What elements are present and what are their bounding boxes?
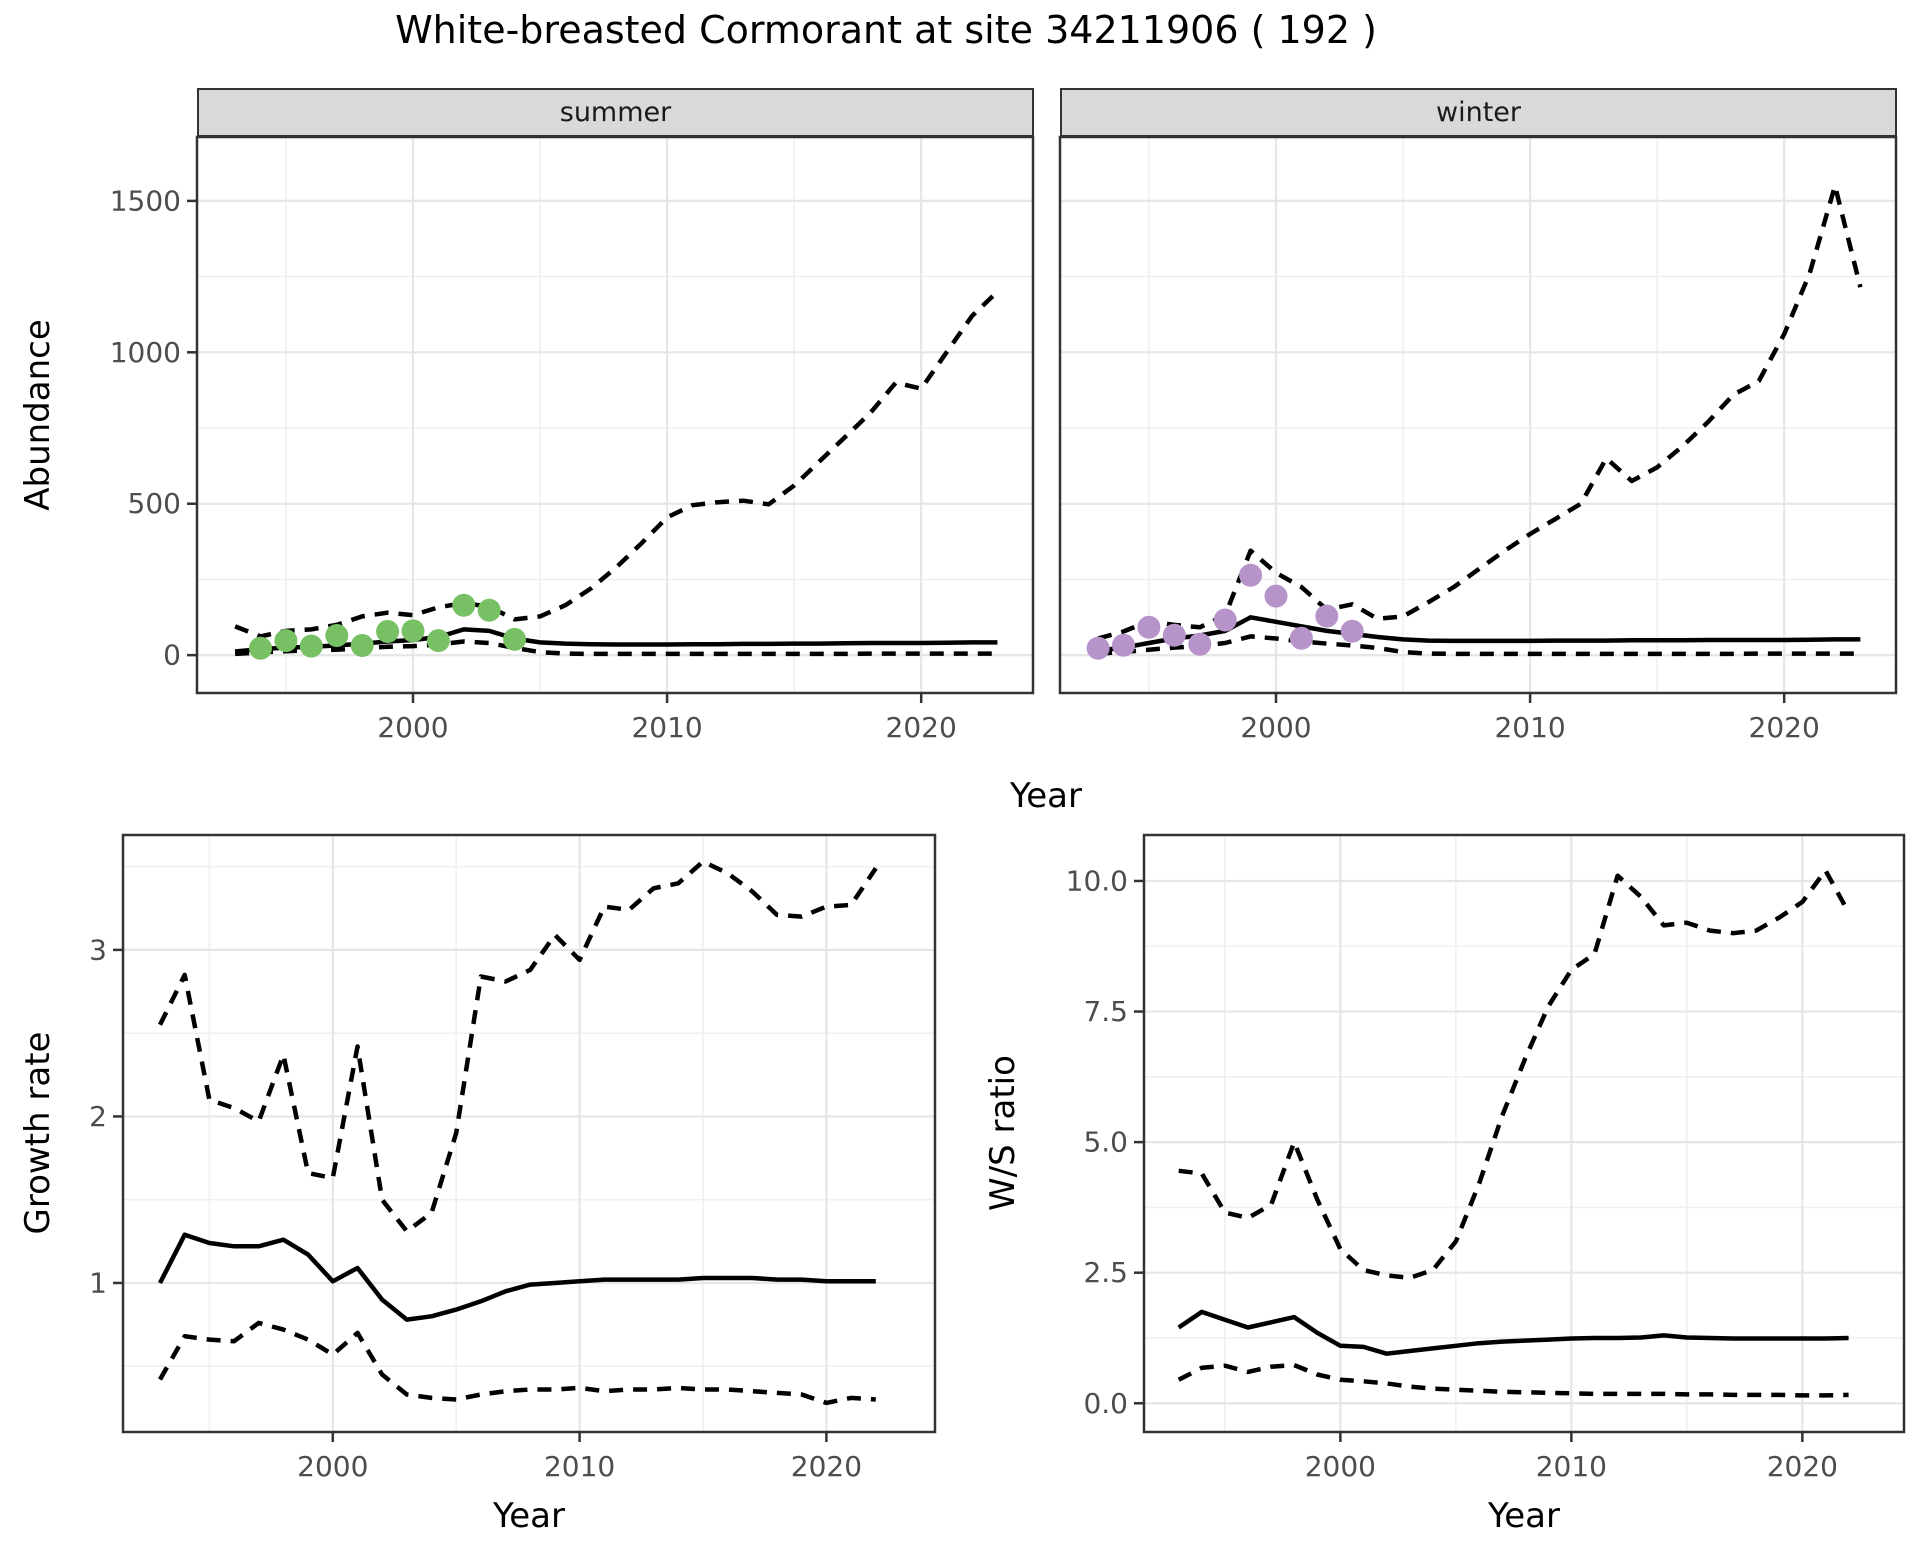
x-tick-label: 2000 bbox=[1305, 1450, 1376, 1483]
median-line bbox=[1177, 1309, 1849, 1356]
facet-strip-winter: winter bbox=[1060, 88, 1897, 137]
y-tick-label: 1000 bbox=[110, 336, 181, 369]
panel-background bbox=[123, 835, 935, 1432]
panel-border bbox=[1142, 833, 1906, 1434]
observed-point bbox=[1112, 633, 1135, 657]
y-tick-label: 1500 bbox=[110, 184, 181, 217]
observed-point bbox=[477, 598, 501, 622]
x-tick-label: 2020 bbox=[1767, 1450, 1838, 1483]
x-tick-label: 2010 bbox=[1536, 1450, 1607, 1483]
panel-background bbox=[1060, 137, 1896, 693]
observed-point bbox=[1162, 623, 1186, 647]
y-tick-label: 0 bbox=[163, 639, 181, 672]
x-tick-label: 2000 bbox=[297, 1450, 368, 1483]
observed-point bbox=[1264, 584, 1288, 608]
upper_95ci-line bbox=[157, 859, 878, 1234]
upper_95ci-line bbox=[234, 290, 999, 639]
facet-strip-winter-label: winter bbox=[1436, 97, 1521, 128]
observed-point bbox=[376, 620, 400, 643]
x-tick-label: 2010 bbox=[544, 1450, 615, 1483]
observed-point bbox=[274, 629, 298, 653]
observed-point bbox=[426, 629, 450, 653]
y-tick-label: 2.5 bbox=[1083, 1256, 1128, 1289]
observed-point bbox=[1188, 632, 1212, 656]
x-tick-label: 2010 bbox=[631, 711, 702, 744]
y-tick-label: 10.0 bbox=[1066, 864, 1128, 897]
observed-point bbox=[1213, 608, 1237, 632]
panel-background bbox=[1144, 835, 1904, 1432]
y-tick-label: 7.5 bbox=[1083, 995, 1128, 1028]
lower_95ci-line bbox=[1177, 1362, 1849, 1398]
panel-border bbox=[195, 135, 1035, 695]
x-axis-title-ws: Year bbox=[1488, 1496, 1560, 1536]
panel-border bbox=[121, 833, 937, 1434]
y-axis-title-ws-ratio: W/S ratio bbox=[983, 1055, 1023, 1211]
x-tick-label: 2000 bbox=[377, 711, 448, 744]
y-axis-title-growth-rate: Growth rate bbox=[18, 1031, 58, 1235]
median-line bbox=[157, 1232, 876, 1322]
x-tick-label: 2020 bbox=[791, 1450, 862, 1483]
x-tick-label: 2020 bbox=[886, 711, 957, 744]
panel-abundance-winter: 2000 2010 2020 bbox=[1058, 135, 1898, 744]
panel-border bbox=[1058, 135, 1898, 695]
observed-point bbox=[1340, 619, 1364, 643]
x-tick-label: 2010 bbox=[1494, 711, 1565, 744]
lower_95ci-line bbox=[158, 1320, 876, 1406]
observed-point bbox=[503, 627, 527, 651]
observed-point bbox=[1239, 563, 1263, 587]
panel-abundance-summer: 2000 2010 2020 0 500 1000 1500 bbox=[110, 135, 1035, 744]
y-axis-title-abundance: Abundance bbox=[18, 319, 58, 511]
observed-point bbox=[249, 636, 272, 660]
facet-strip-summer-label: summer bbox=[559, 97, 672, 128]
observed-point bbox=[1315, 604, 1339, 628]
panel-background bbox=[197, 137, 1033, 693]
x-axis-title-top: Year bbox=[1010, 776, 1082, 816]
y-tick-label: 1 bbox=[89, 1266, 107, 1299]
lower_95ci-line bbox=[1097, 634, 1861, 657]
facet-strip-summer: summer bbox=[197, 88, 1034, 137]
observed-point bbox=[401, 619, 425, 643]
observed-point bbox=[1137, 615, 1161, 639]
y-tick-label: 2 bbox=[89, 1100, 107, 1133]
upper_95ci-line bbox=[1178, 868, 1851, 1281]
chart-title: White-breasted Cormorant at site 3421190… bbox=[395, 8, 1377, 52]
observed-point bbox=[299, 634, 323, 658]
y-tick-label: 5.0 bbox=[1083, 1126, 1128, 1159]
observed-point bbox=[1289, 626, 1313, 650]
y-tick-label: 3 bbox=[89, 933, 107, 966]
x-axis-title-growth: Year bbox=[493, 1496, 565, 1536]
observed-point bbox=[1086, 636, 1110, 660]
observed-point bbox=[452, 593, 476, 617]
x-tick-label: 2000 bbox=[1240, 711, 1311, 744]
panel-ws-ratio: 2000 2010 2020 0.0 2.5 5.0 7.5 10.0 bbox=[1066, 833, 1906, 1483]
x-tick-label: 2020 bbox=[1749, 711, 1820, 744]
y-tick-label: 0.0 bbox=[1083, 1387, 1128, 1420]
panel-growth-rate: 2000 2010 2020 1 2 3 bbox=[89, 833, 937, 1483]
observed-point bbox=[325, 624, 349, 647]
observed-point bbox=[350, 634, 374, 657]
y-tick-label: 500 bbox=[128, 487, 181, 520]
